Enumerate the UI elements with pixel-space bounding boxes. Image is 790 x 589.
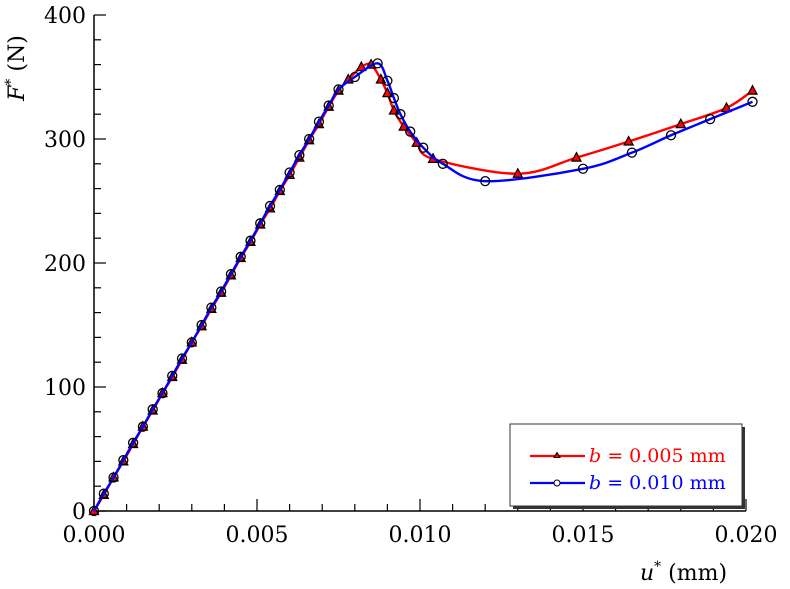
circle-marker [395,109,406,120]
triangle-marker [623,135,635,146]
y-tick-label: 400 [44,4,86,29]
legend-item: b = 0.010 mm [530,472,726,494]
triangle-marker [512,167,524,178]
circle-marker [98,488,109,499]
circle-marker [388,92,400,104]
circle-marker [157,388,168,399]
series-2 [88,58,758,517]
circle-marker [323,100,334,111]
circle-marker [206,302,217,313]
circle-marker [255,218,266,229]
circle-marker [382,75,393,86]
x-axis-label: u* (mm) [640,559,727,586]
series-layer [88,58,759,517]
triangle-marker [381,86,393,98]
series-line [92,62,753,512]
circle-marker [665,130,677,141]
legend-label: b = 0.005 mm [589,445,726,467]
legend: b = 0.005 mm b = 0.010 mm [509,423,745,509]
circle-marker [284,167,295,178]
circle-marker [313,116,325,127]
circle-marker [294,149,305,161]
circle-marker [264,200,276,212]
circle-marker [405,126,416,137]
circle-marker [333,84,344,95]
y-tick-label: 100 [44,376,86,401]
x-tick-label: 0.010 [389,523,452,548]
triangle-marker [675,117,687,129]
triangle-marker [747,84,759,95]
triangle-marker-icon [553,451,561,458]
y-tick-label: 300 [44,128,86,153]
legend-item: b = 0.005 mm [530,445,726,467]
x-tick-label: 0.020 [715,523,778,548]
x-tick-label: 0.015 [552,523,615,548]
circle-marker [274,184,285,195]
circle-marker [127,437,139,448]
circle-marker [747,96,758,107]
axes: 0 100 200 300 400 0.000 0.005 0.010 0.015 0.020 [44,4,777,548]
circle-marker [437,158,448,169]
triangle-marker [355,60,367,72]
y-tick-label: 200 [44,252,86,277]
y-axis-label: F* (N) [3,35,30,102]
circle-marker-icon [553,479,561,487]
circle-marker [196,319,207,331]
circle-marker [118,455,129,466]
circle-marker [176,353,188,364]
circle-marker [167,370,178,381]
y-tick-label: 0 [72,500,86,525]
circle-marker [88,505,100,517]
circle-marker [225,269,237,280]
circle-marker [372,58,383,69]
circle-marker [245,235,256,246]
circle-marker [215,286,227,297]
circle-marker [480,176,491,187]
circle-marker [235,251,246,262]
circle-marker [704,114,716,125]
triangle-marker [570,151,582,162]
x-tick-label: 0.005 [226,523,289,548]
x-tick-label: 0.000 [63,523,126,548]
circle-marker [577,163,589,174]
circle-marker [304,133,315,145]
circle-marker [147,404,158,415]
circle-marker [626,147,638,158]
circle-marker [349,71,360,83]
circle-marker [186,337,197,348]
legend-items: b = 0.005 mm b = 0.010 mm [530,445,726,494]
legend-box [509,423,743,507]
circle-marker [108,472,119,483]
circle-marker [418,142,429,153]
legend-label: b = 0.010 mm [589,472,726,494]
circle-marker [137,421,149,432]
